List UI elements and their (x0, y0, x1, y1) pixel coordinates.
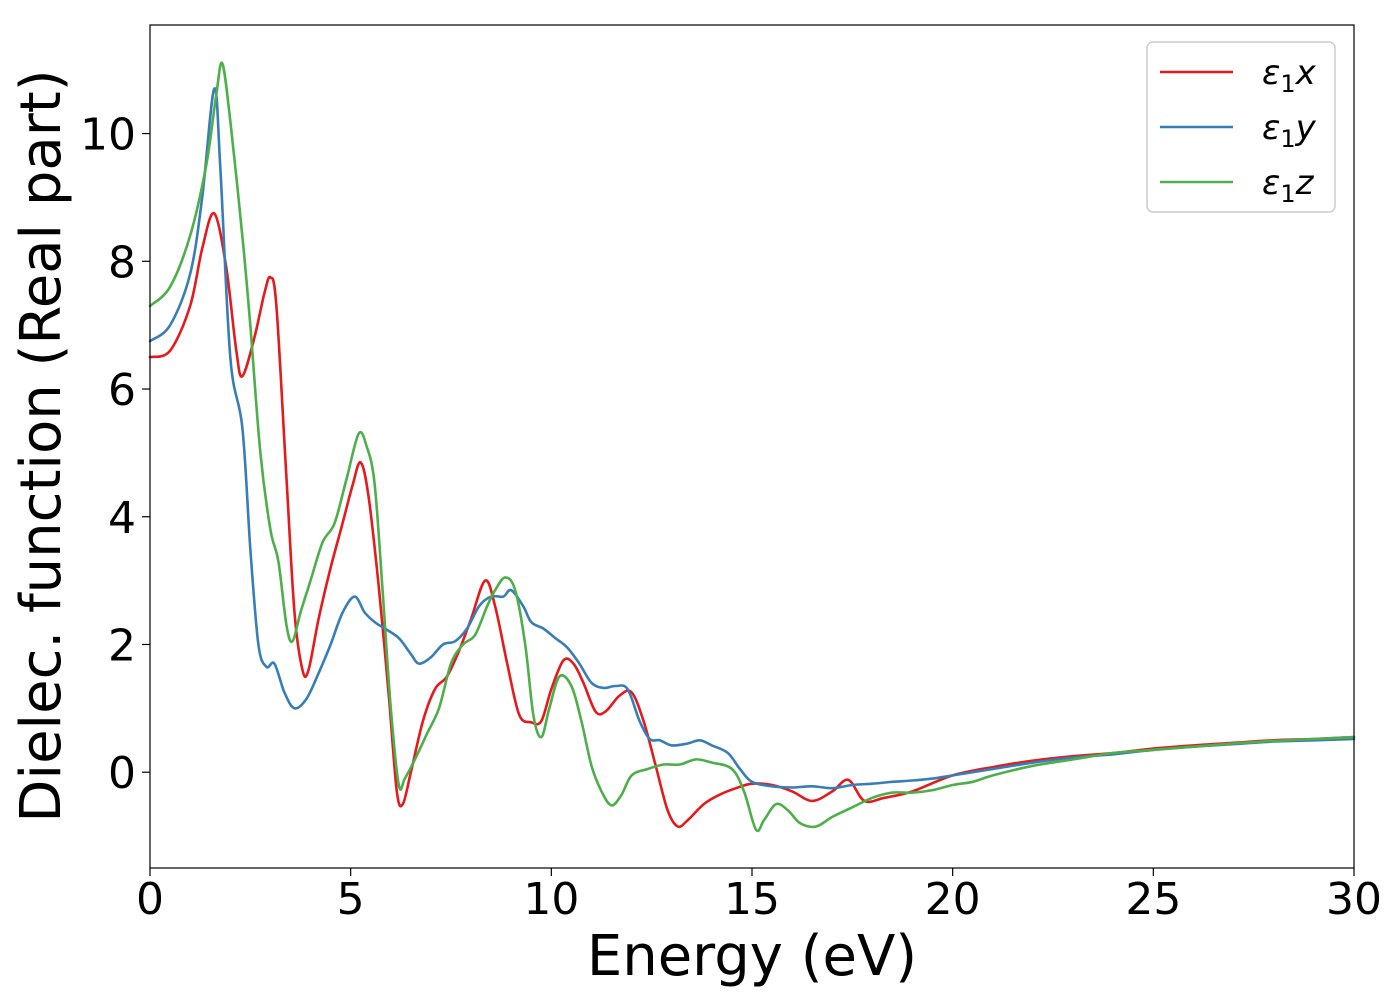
x-tick-label: 15 (724, 874, 780, 925)
x-tick-label: 20 (925, 874, 981, 925)
x-tick-label: 30 (1326, 874, 1382, 925)
y-tick-label: 0 (108, 748, 136, 799)
series-line-y (148, 87, 1356, 790)
legend-label-x: ε1x (1262, 53, 1317, 98)
y-tick-label: 6 (108, 365, 136, 416)
x-axis: 0 5 10 15 20 25 30 (136, 868, 1382, 925)
y-tick-label: 4 (108, 493, 136, 544)
legend-label-z: ε1z (1262, 163, 1315, 208)
x-tick-label: 0 (136, 874, 164, 925)
x-tick-label: 25 (1125, 874, 1181, 925)
legend-label-y: ε1y (1262, 108, 1317, 153)
series-line-z (148, 61, 1356, 833)
y-axis-title: Dielec. function (Real part) (9, 69, 74, 822)
y-tick-label: 2 (108, 620, 136, 671)
series-line-x (148, 212, 1356, 829)
legend: ε1x ε1y ε1z (1146, 41, 1336, 213)
x-tick-label: 5 (337, 874, 365, 925)
legend-box (1146, 41, 1336, 213)
y-tick-label: 10 (80, 110, 136, 161)
y-tick-label: 8 (108, 237, 136, 288)
y-axis: 0 2 4 6 8 10 (80, 110, 150, 799)
x-tick-label: 10 (523, 874, 579, 925)
x-axis-title: Energy (eV) (587, 924, 917, 989)
plot-lines (148, 61, 1356, 833)
legend-items: ε1x ε1y ε1z (1160, 53, 1317, 208)
